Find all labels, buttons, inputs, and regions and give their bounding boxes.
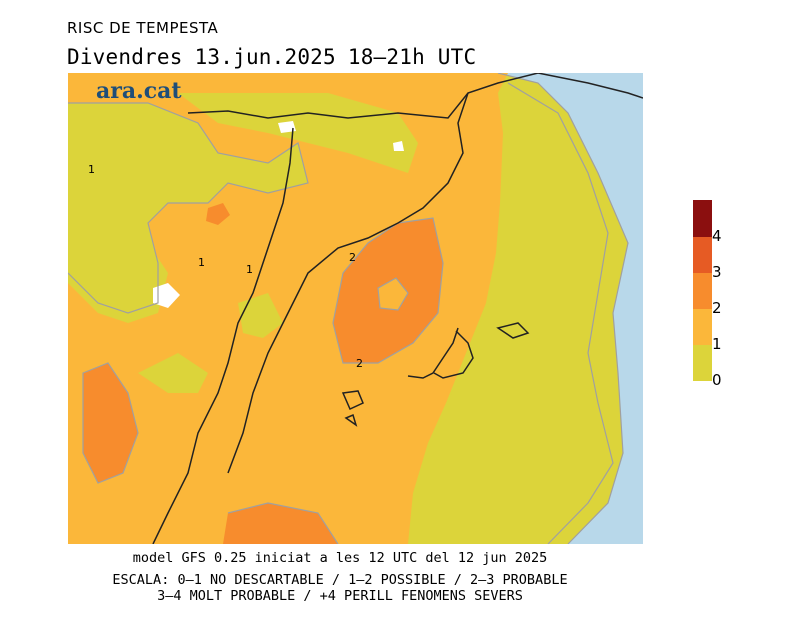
contour-label: 2: [349, 251, 356, 264]
legend-swatch-level-2: [693, 273, 712, 309]
legend-label-1: 1: [712, 335, 722, 353]
contour-label: 1: [246, 263, 253, 276]
legend-swatch-level-1: [693, 309, 712, 345]
forecast-date: 13.jun.2025: [194, 45, 336, 69]
chart-title: RISC DE TEMPESTA: [67, 19, 219, 37]
risk-zone-2-3-south: [223, 503, 338, 544]
no-data-patch: [393, 141, 404, 151]
contour-label: 2: [356, 357, 363, 370]
risk-zone-0-1-west2: [238, 293, 283, 338]
model-info: model GFS 0.25 iniciat a les 12 UTC del …: [132, 550, 548, 566]
legend-swatch-level-0: [693, 345, 712, 381]
contour-label: 1: [88, 163, 95, 176]
forecast-time-range: 18—21h UTC: [347, 45, 477, 69]
risk-zone-0-1-west: [138, 353, 208, 393]
risk-zone-2-3-west: [83, 363, 138, 483]
legend-swatch-level-4: [693, 200, 712, 237]
risk-zone-0-1-nw: [68, 103, 308, 313]
legend-label-0: 0: [712, 371, 722, 389]
sea-area: [498, 73, 643, 544]
legend-label-3: 3: [712, 263, 722, 281]
risk-zone-0-1-coast: [408, 83, 613, 544]
risk-zone-1-2-hole: [378, 278, 408, 310]
forecast-day: Divendres: [67, 45, 183, 69]
no-data-patch: [278, 121, 296, 133]
no-data-patch: [153, 283, 180, 308]
color-legend: [693, 200, 712, 381]
legend-label-4: 4: [712, 227, 722, 245]
legend-swatch-level-3: [693, 237, 712, 273]
scale-description-line2: 3–4 MOLT PROBABLE / +4 PERILL FENOMENS S…: [157, 588, 523, 604]
contour-label: 1: [198, 256, 205, 269]
legend-label-2: 2: [712, 299, 722, 317]
storm-risk-map: 1 1 1 2 2: [68, 73, 643, 544]
ara-cat-logo: ara.cat: [96, 78, 182, 104]
scale-description-line1: ESCALA: 0–1 NO DESCARTABLE / 1–2 POSSIBL…: [112, 572, 568, 588]
risk-zone-2-3-small: [206, 203, 230, 225]
forecast-datetime: Divendres 13.jun.2025 18—21h UTC: [67, 45, 488, 69]
